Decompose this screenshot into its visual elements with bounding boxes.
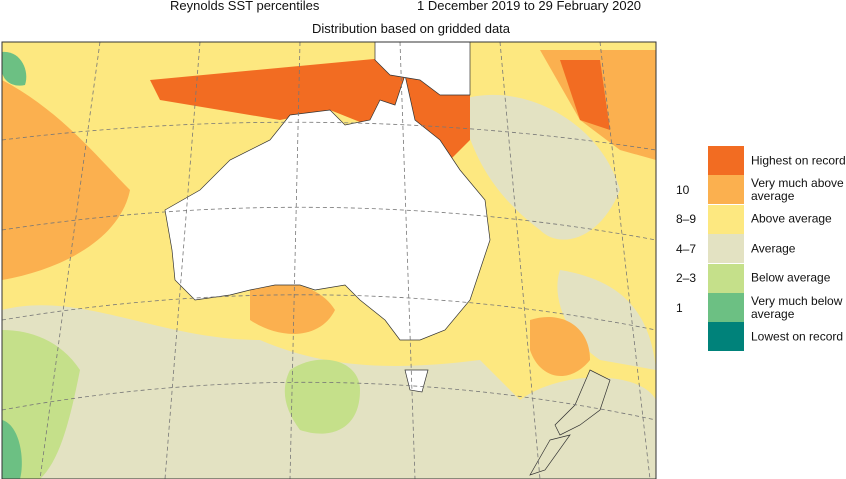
legend-decile: 4–7 (676, 241, 697, 256)
region-very-much-above (530, 316, 590, 377)
legend-row: Average 4–7 (676, 234, 846, 264)
legend-swatch (708, 263, 744, 293)
legend-row: Very much below average 1 (676, 293, 846, 322)
region-below (284, 359, 360, 434)
region-very-much-below (2, 420, 22, 479)
legend-swatch (708, 234, 744, 264)
title-right: 1 December 2019 to 29 February 2020 (417, 0, 642, 13)
legend-swatch (708, 175, 744, 205)
subtitle: Distribution based on gridded data (312, 21, 511, 36)
title-left: Reynolds SST percentiles (170, 0, 320, 13)
region-below (2, 330, 80, 479)
legend-row: Above average 8–9 (676, 204, 846, 234)
legend-label: Very much below average (751, 293, 843, 321)
map-frame (1, 41, 657, 479)
legend-swatch (708, 204, 744, 234)
legend-row: Very much above average 10 (676, 175, 846, 205)
legend-decile: 1 (676, 300, 683, 315)
new-guinea (374, 41, 471, 96)
region-very-much-below (2, 51, 27, 86)
legend-decile: 8–9 (676, 212, 697, 227)
legend-label: Highest on record (751, 153, 846, 167)
graticule (1, 41, 657, 479)
legend-label: Above average (751, 211, 832, 226)
legend-swatch (708, 322, 744, 352)
legend-row: Highest on record (676, 146, 846, 175)
region-very-much-above (250, 282, 335, 334)
new-zealand (529, 369, 611, 476)
region-average (557, 270, 656, 370)
sst-map (1, 41, 657, 479)
legend-label: Average (751, 241, 796, 256)
legend-label: Below average (751, 270, 831, 285)
legend-label: Lowest on record (751, 329, 844, 344)
legend-decile: 10 (676, 182, 690, 197)
legend-row: Lowest on record (676, 322, 846, 352)
legend-swatch (708, 146, 744, 175)
region-very-much-above (2, 80, 130, 280)
legend-decile: 2–3 (676, 271, 697, 286)
legend-swatch (708, 293, 744, 322)
legend-row: Below average 2–3 (676, 263, 846, 293)
legend-label: Very much above average (751, 175, 844, 203)
australia (164, 73, 491, 341)
region-highest (560, 60, 610, 130)
